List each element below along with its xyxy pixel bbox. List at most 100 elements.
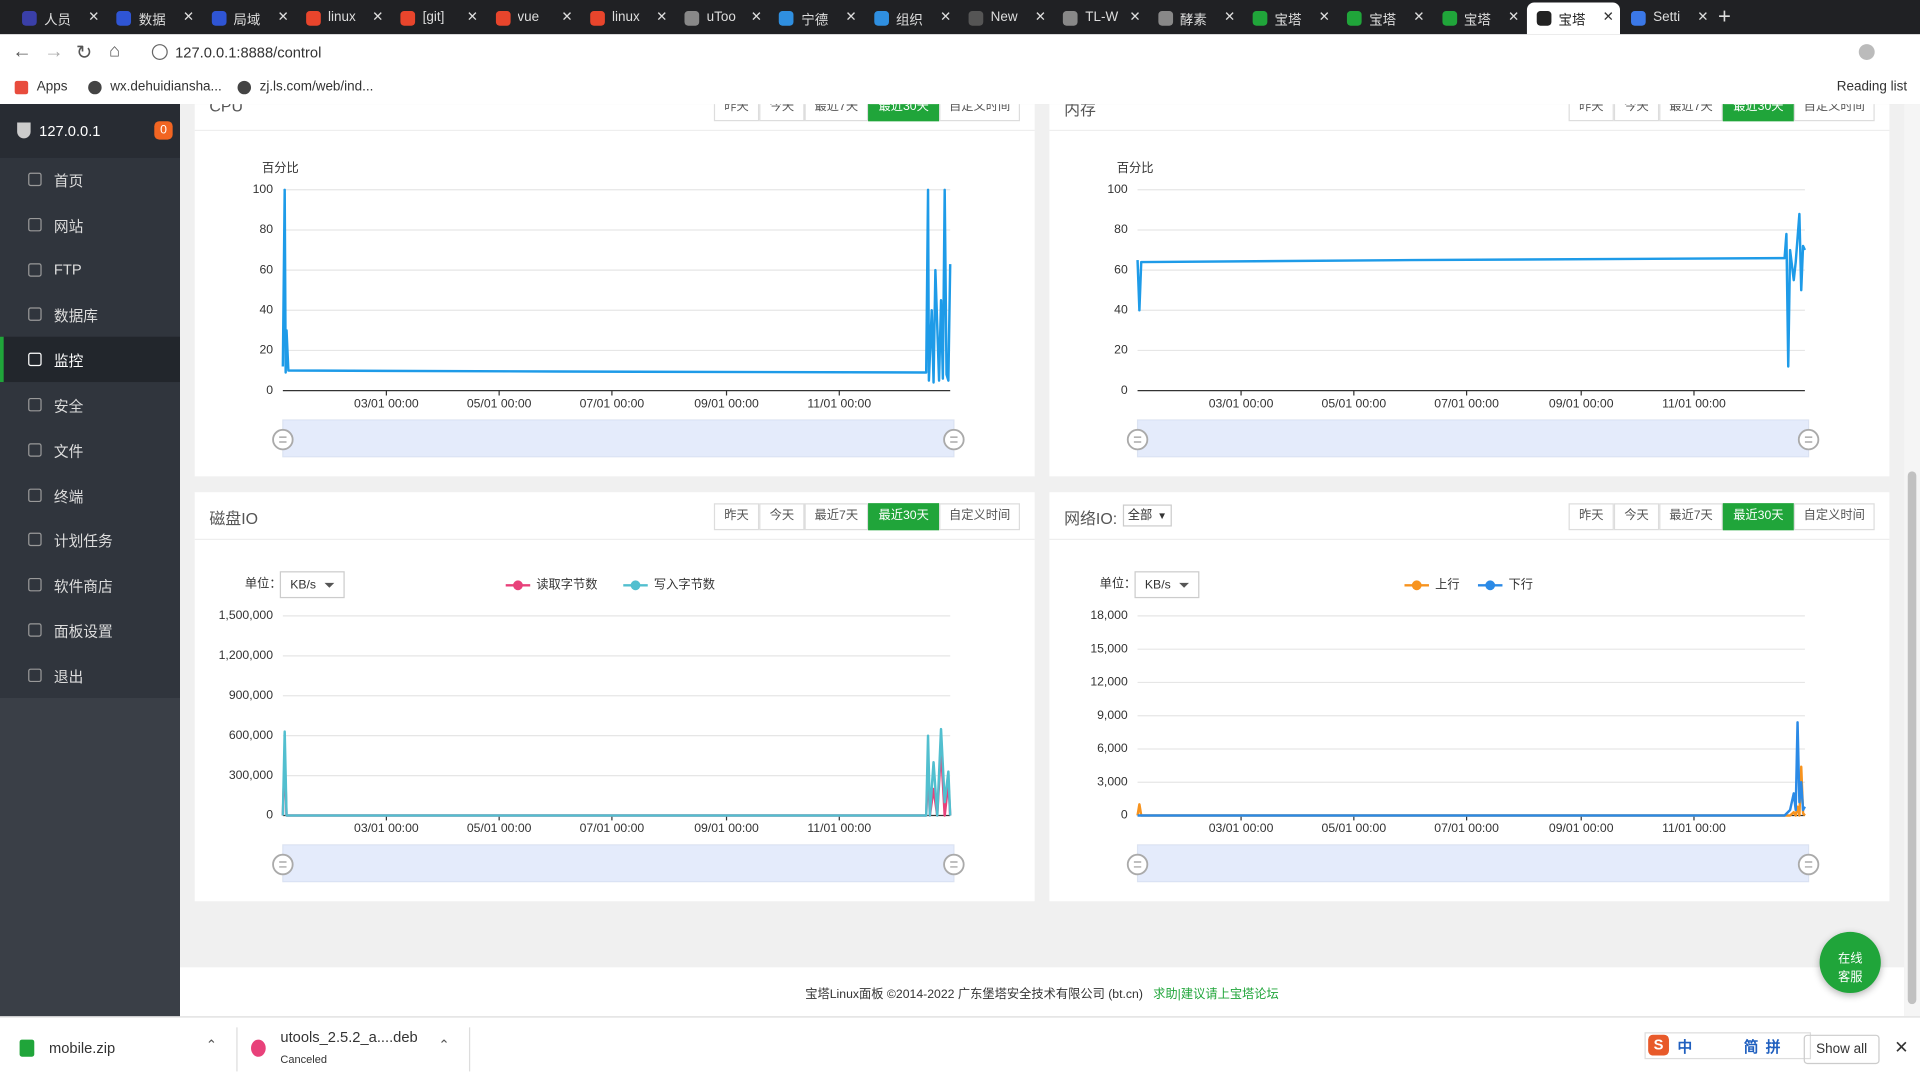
menu-item[interactable]: 终端 bbox=[0, 472, 180, 517]
home-button[interactable]: ⌂ bbox=[108, 40, 121, 62]
tab[interactable]: 宝塔 ✕ bbox=[1337, 2, 1430, 34]
download-name[interactable]: mobile.zip bbox=[48, 1039, 116, 1057]
tab-close[interactable]: ✕ bbox=[750, 9, 763, 25]
menu-item[interactable]: 面板设置 bbox=[0, 607, 180, 652]
bookmark[interactable]: zj.ls.com/web/ind... bbox=[259, 79, 374, 95]
show-all[interactable]: Show all bbox=[1803, 1034, 1880, 1065]
menu-item[interactable]: 退出 bbox=[0, 652, 180, 697]
tab-close[interactable]: ✕ bbox=[1697, 9, 1709, 25]
tab-close[interactable]: ✕ bbox=[656, 9, 668, 25]
tab-close[interactable]: ✕ bbox=[372, 9, 384, 25]
tab-close[interactable]: ✕ bbox=[1602, 9, 1614, 25]
scroll-thumb[interactable] bbox=[1907, 471, 1917, 1005]
range-button[interactable]: 昨天 bbox=[1568, 503, 1614, 531]
close-download-bar[interactable]: ✕ bbox=[1894, 1037, 1909, 1057]
tab-close[interactable]: ✕ bbox=[466, 9, 479, 25]
filter-select[interactable]: 全部 ▼ bbox=[1122, 504, 1172, 527]
tab[interactable]: uToo ✕ bbox=[675, 2, 768, 34]
tab-close[interactable]: ✕ bbox=[182, 9, 195, 25]
tab-close[interactable]: ✕ bbox=[940, 9, 952, 25]
range-button[interactable]: 自定义时间 bbox=[1793, 104, 1875, 122]
tab[interactable]: 宝塔 ✕ bbox=[1526, 2, 1620, 35]
range-button[interactable]: 最近7天 bbox=[1659, 503, 1723, 531]
menu-item[interactable]: FTP bbox=[0, 247, 180, 292]
back-button[interactable]: ← bbox=[12, 41, 32, 63]
tab[interactable]: 宝塔 ✕ bbox=[1432, 2, 1525, 34]
tab[interactable]: 组织 ✕ bbox=[864, 2, 957, 34]
tab[interactable]: linux ✕ bbox=[580, 2, 673, 34]
download-name[interactable]: utools_2.5.2_a....deb bbox=[280, 1028, 418, 1046]
reading-list[interactable]: Reading list bbox=[1836, 79, 1908, 95]
range-button[interactable]: 昨天 bbox=[713, 503, 760, 531]
tab-close[interactable]: ✕ bbox=[277, 9, 289, 25]
chat-button[interactable]: 在线 客服 bbox=[1819, 931, 1881, 994]
range-button[interactable]: 今天 bbox=[759, 503, 805, 531]
range-button[interactable]: 昨天 bbox=[713, 104, 760, 122]
range-button[interactable]: 今天 bbox=[1613, 104, 1660, 122]
tab[interactable]: 人员 ✕ bbox=[12, 2, 105, 34]
range-button[interactable]: 自定义时间 bbox=[939, 104, 1020, 122]
menu-item[interactable]: 网站 bbox=[0, 202, 180, 247]
profile-icon[interactable] bbox=[1858, 44, 1875, 60]
range-button[interactable]: 昨天 bbox=[1568, 104, 1614, 122]
tab-close[interactable]: ✕ bbox=[88, 9, 100, 25]
tab-close[interactable]: ✕ bbox=[1034, 9, 1046, 25]
menu-item[interactable]: 安全 bbox=[0, 382, 180, 427]
range-button[interactable]: 最近7天 bbox=[804, 104, 869, 122]
tab[interactable]: 宁德 ✕ bbox=[769, 2, 862, 34]
scrollbar[interactable] bbox=[1904, 104, 1920, 1017]
tab[interactable]: 数据 ✕ bbox=[107, 2, 200, 34]
tab-close[interactable]: ✕ bbox=[1318, 9, 1330, 25]
forum-link[interactable]: 求助|建议请上宝塔论坛 bbox=[1153, 988, 1279, 1002]
tab[interactable]: linux ✕ bbox=[296, 2, 389, 34]
tab[interactable]: 酵素 ✕ bbox=[1148, 2, 1241, 34]
tab-icon bbox=[779, 11, 794, 26]
tab-close[interactable]: ✕ bbox=[561, 9, 573, 25]
menu-item[interactable]: 首页 bbox=[0, 157, 180, 202]
zoom-handle-grip bbox=[950, 436, 958, 443]
range-button[interactable]: 自定义时间 bbox=[1793, 503, 1875, 531]
tab-close[interactable]: ✕ bbox=[1413, 9, 1425, 25]
forward-button[interactable]: → bbox=[44, 41, 64, 63]
tab[interactable]: TL-W ✕ bbox=[1053, 2, 1146, 34]
tab-close[interactable]: ✕ bbox=[1223, 9, 1236, 25]
tab-close[interactable]: ✕ bbox=[845, 9, 857, 25]
divider bbox=[236, 1027, 238, 1072]
tab[interactable]: 局域 ✕ bbox=[202, 2, 295, 34]
range-button[interactable]: 最近30天 bbox=[868, 503, 940, 531]
download-menu[interactable]: ⌃ bbox=[205, 1038, 218, 1054]
download-menu[interactable]: ⌃ bbox=[438, 1038, 450, 1054]
tab[interactable]: New ✕ bbox=[959, 2, 1052, 34]
range-button[interactable]: 最近30天 bbox=[1722, 104, 1794, 122]
tab[interactable]: 宝塔 ✕ bbox=[1243, 2, 1336, 34]
range-button[interactable]: 今天 bbox=[759, 104, 805, 122]
panel-title: 内存 bbox=[1064, 104, 1096, 119]
tab-close[interactable]: ✕ bbox=[1507, 9, 1520, 25]
range-button[interactable]: 最近30天 bbox=[868, 104, 940, 122]
new-tab[interactable]: + bbox=[1717, 3, 1731, 29]
tab[interactable]: [git] ✕ bbox=[391, 2, 484, 34]
menu-item[interactable]: 数据库 bbox=[0, 292, 180, 337]
bookmark[interactable]: Apps bbox=[36, 79, 68, 95]
range-button[interactable]: 最近30天 bbox=[1722, 503, 1794, 531]
bookmark[interactable]: wx.dehuidiansha... bbox=[110, 79, 222, 95]
site-info-icon[interactable] bbox=[151, 44, 168, 60]
y-tick-label: 0 bbox=[1121, 383, 1128, 397]
menu-item[interactable]: 监控 bbox=[0, 336, 180, 383]
tab-close[interactable]: ✕ bbox=[1129, 9, 1141, 25]
range-button[interactable]: 今天 bbox=[1613, 503, 1660, 531]
tab[interactable]: Setti ✕ bbox=[1621, 2, 1714, 34]
tab[interactable]: vue ✕ bbox=[486, 2, 579, 34]
unit-value: KB/s bbox=[1145, 578, 1171, 592]
menu-item[interactable]: 计划任务 bbox=[0, 517, 180, 562]
range-button[interactable]: 最近7天 bbox=[1659, 104, 1723, 122]
url[interactable]: 127.0.0.1:8888/control bbox=[175, 44, 322, 62]
y-axis-name: 百分比 bbox=[262, 161, 299, 175]
range-button[interactable]: 最近7天 bbox=[804, 503, 869, 531]
chart: 0 20 40 60 80 100 03/01 00:00 05/01 00:00 07/01 … bbox=[253, 161, 965, 458]
badge[interactable]: 0 bbox=[154, 121, 173, 140]
range-button[interactable]: 自定义时间 bbox=[939, 503, 1020, 531]
menu-item[interactable]: 软件商店 bbox=[0, 562, 180, 607]
reload-button[interactable]: ↻ bbox=[75, 42, 93, 64]
menu-item[interactable]: 文件 bbox=[0, 427, 180, 472]
